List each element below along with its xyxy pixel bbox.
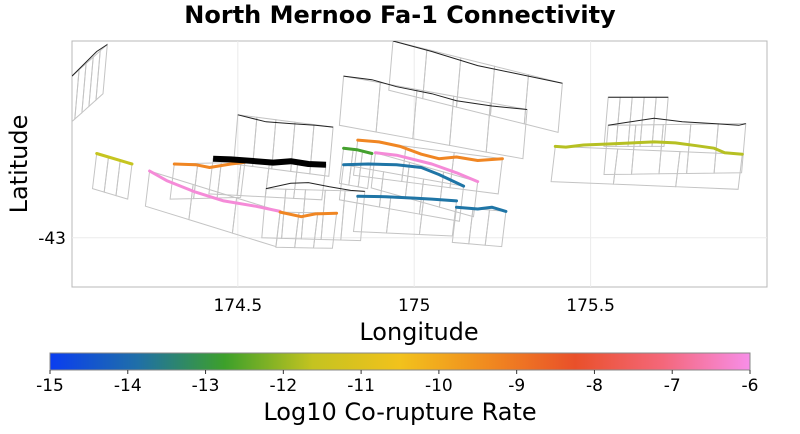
y-axis-label: Latitude bbox=[5, 115, 33, 214]
connected-fault-trace bbox=[95, 152, 134, 166]
connected-fault-trace bbox=[148, 169, 282, 213]
colorbar-tick-label: -7 bbox=[664, 376, 681, 396]
fault-subsection-outline bbox=[485, 102, 528, 160]
fault-subsection-outline bbox=[418, 178, 465, 222]
colorbar-tick-label: -9 bbox=[508, 376, 525, 396]
colorbar-tick-label: -10 bbox=[425, 376, 453, 396]
colorbar-tick-label: -15 bbox=[36, 376, 64, 396]
colorbar-tick-label: -12 bbox=[269, 376, 297, 396]
colorbar-ticks: -15 -14 -13 -12 -11 -10 -9 -8 -7 -6 bbox=[36, 370, 758, 396]
other-fault-trace bbox=[343, 75, 528, 110]
fault-subsection-outline bbox=[713, 123, 747, 174]
connected-fault-trace bbox=[356, 194, 458, 203]
chart-title: North Mernoo Fa-1 Connectivity bbox=[184, 1, 616, 29]
connected-fault-trace bbox=[342, 162, 466, 188]
colorbar-label: Log10 Co-rupture Rate bbox=[263, 398, 536, 426]
connected-fault-trace bbox=[373, 151, 480, 184]
connected-fault-trace bbox=[278, 210, 339, 219]
fault-traces bbox=[72, 41, 746, 219]
connected-fault-trace bbox=[455, 205, 508, 213]
x-tick-label: 174.5 bbox=[213, 296, 262, 316]
connected-fault-trace bbox=[356, 138, 504, 162]
other-fault-trace bbox=[237, 114, 334, 128]
target-fault-trace bbox=[212, 155, 327, 168]
x-axis-label: Longitude bbox=[359, 318, 478, 346]
colorbar-tick-label: -11 bbox=[347, 376, 375, 396]
fault-subsection-outline bbox=[675, 151, 743, 190]
other-fault-trace bbox=[392, 41, 563, 84]
fault-subsection-outline bbox=[449, 151, 503, 195]
other-fault-trace bbox=[265, 182, 365, 192]
colorbar-tick-label: -14 bbox=[114, 376, 142, 396]
colorbar-tick-label: -8 bbox=[586, 376, 603, 396]
y-tick-label: -43 bbox=[38, 229, 66, 249]
x-ticks: 174.5 175 175.5 bbox=[213, 296, 614, 316]
other-fault-trace bbox=[72, 44, 108, 77]
colorbar-tick-label: -13 bbox=[192, 376, 220, 396]
x-tick-label: 175 bbox=[398, 296, 430, 316]
y-ticks: -43 bbox=[38, 229, 66, 249]
other-fault-trace bbox=[608, 117, 746, 126]
fault-outlines bbox=[72, 41, 747, 249]
connected-fault-trace bbox=[553, 140, 744, 156]
x-tick-label: 175.5 bbox=[566, 296, 615, 316]
colorbar bbox=[49, 352, 751, 371]
colorbar-tick-label: -6 bbox=[742, 376, 759, 396]
connected-fault-trace bbox=[172, 160, 247, 169]
connected-fault-trace bbox=[342, 146, 374, 155]
